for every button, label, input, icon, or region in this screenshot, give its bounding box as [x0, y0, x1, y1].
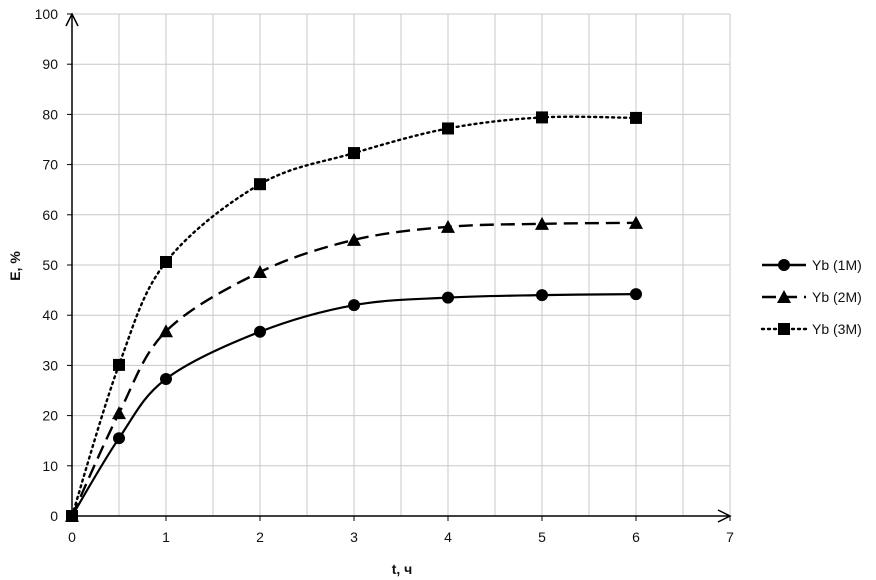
y-tick-label: 50 [42, 257, 58, 273]
legend-marker [778, 259, 790, 271]
data-point [112, 406, 126, 420]
y-tick-label: 60 [42, 207, 58, 223]
y-axis-title: E, % [7, 251, 23, 281]
legend-marker [778, 323, 790, 335]
x-tick-label: 2 [256, 529, 264, 545]
data-point [113, 432, 125, 445]
data-point [113, 358, 125, 371]
data-point [159, 324, 173, 338]
data-point [254, 178, 266, 191]
data-point [535, 216, 549, 230]
data-point [536, 289, 548, 302]
y-tick-label: 10 [42, 458, 58, 474]
legend-marker [777, 290, 791, 303]
x-tick-label: 3 [350, 529, 358, 545]
series-3 [66, 111, 642, 522]
series-layer [65, 111, 643, 522]
legend-item: Yb (2M) [762, 289, 862, 305]
series-line [71, 293, 637, 517]
y-tick-label: 70 [42, 157, 58, 173]
x-tick-label: 4 [444, 529, 452, 545]
data-point [441, 219, 455, 233]
x-axis-title: t, ч [392, 561, 413, 577]
data-point [442, 122, 454, 135]
x-tick-label: 5 [538, 529, 546, 545]
data-point [254, 325, 266, 338]
legend-label: Yb (1M) [812, 257, 862, 273]
y-tick-label: 90 [42, 56, 58, 72]
grid [72, 13, 731, 516]
axes [65, 12, 732, 523]
data-point [629, 215, 643, 229]
data-point [630, 288, 642, 301]
data-point [347, 232, 361, 246]
data-point [536, 111, 548, 124]
data-point [348, 147, 360, 160]
y-tick-label: 0 [50, 508, 58, 524]
x-tick-label: 0 [68, 529, 76, 545]
y-tick-label: 20 [42, 408, 58, 424]
data-point [348, 299, 360, 312]
data-point [160, 255, 172, 268]
legend: Yb (1M) Yb (2M) Yb (3M) [760, 257, 862, 337]
data-point [442, 291, 454, 304]
data-point [66, 510, 78, 522]
legend-label: Yb (3M) [812, 321, 862, 337]
data-point [253, 265, 267, 279]
legend-item: Yb (3M) [760, 321, 862, 337]
x-tick-label: 1 [162, 529, 170, 545]
y-tick-label: 40 [42, 307, 58, 323]
data-point [160, 372, 172, 385]
x-tick-label: 6 [632, 529, 640, 545]
y-tick-label: 30 [42, 357, 58, 373]
data-point [630, 111, 642, 124]
y-tick-label: 80 [42, 106, 58, 122]
y-tick-label: 100 [35, 6, 59, 22]
legend-item: Yb (1M) [762, 257, 862, 273]
legend-label: Yb (2M) [812, 289, 862, 305]
x-tick-label: 7 [726, 529, 734, 545]
